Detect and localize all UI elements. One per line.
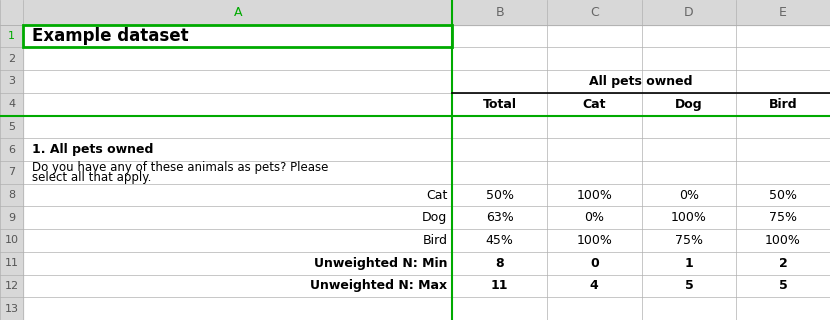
Text: All pets owned: All pets owned: [589, 75, 693, 88]
Text: 2: 2: [8, 54, 15, 64]
Text: Dog: Dog: [422, 211, 447, 224]
Text: Do you have any of these animals as pets? Please: Do you have any of these animals as pets…: [32, 161, 328, 174]
Bar: [0, 0, 830, 25]
Text: Dog: Dog: [675, 98, 703, 111]
Bar: [0, 0, 23, 320]
Text: A: A: [233, 6, 242, 19]
Text: 7: 7: [8, 167, 15, 177]
Text: 4: 4: [8, 99, 15, 109]
Text: 100%: 100%: [576, 188, 613, 202]
Text: Total: Total: [483, 98, 516, 111]
Bar: [23, 25, 452, 47]
Text: 0: 0: [590, 257, 598, 270]
Text: 5: 5: [779, 279, 788, 292]
Text: 13: 13: [5, 304, 18, 314]
Text: 1. All pets owned: 1. All pets owned: [32, 143, 153, 156]
Text: Cat: Cat: [583, 98, 606, 111]
Text: B: B: [496, 6, 504, 19]
Text: 50%: 50%: [769, 188, 797, 202]
Text: 12: 12: [4, 281, 19, 291]
Text: 8: 8: [496, 257, 504, 270]
Text: Unweighted N: Min: Unweighted N: Min: [314, 257, 447, 270]
Text: 10: 10: [5, 236, 18, 245]
Text: 1: 1: [685, 257, 693, 270]
Text: E: E: [779, 6, 787, 19]
Text: 5: 5: [8, 122, 15, 132]
Text: Example dataset: Example dataset: [32, 27, 188, 45]
Text: 6: 6: [8, 145, 15, 155]
Text: 1: 1: [8, 31, 15, 41]
Text: 100%: 100%: [576, 234, 613, 247]
Text: Bird: Bird: [769, 98, 798, 111]
Text: select all that apply.: select all that apply.: [32, 171, 151, 184]
Text: 9: 9: [8, 213, 15, 223]
Text: 63%: 63%: [486, 211, 514, 224]
Text: Bird: Bird: [422, 234, 447, 247]
Text: 75%: 75%: [769, 211, 797, 224]
Text: D: D: [684, 6, 694, 19]
Text: Cat: Cat: [426, 188, 447, 202]
Text: Unweighted N: Max: Unweighted N: Max: [310, 279, 447, 292]
Text: 75%: 75%: [675, 234, 703, 247]
Text: 50%: 50%: [486, 188, 514, 202]
Text: 0%: 0%: [679, 188, 699, 202]
Text: 8: 8: [8, 190, 15, 200]
Text: 11: 11: [491, 279, 509, 292]
Text: 4: 4: [590, 279, 598, 292]
Text: 2: 2: [779, 257, 788, 270]
Text: 5: 5: [685, 279, 693, 292]
Text: 100%: 100%: [671, 211, 707, 224]
Text: 3: 3: [8, 76, 15, 86]
Text: 0%: 0%: [584, 211, 604, 224]
Text: 100%: 100%: [765, 234, 801, 247]
Text: C: C: [590, 6, 598, 19]
Text: 45%: 45%: [486, 234, 514, 247]
Text: 11: 11: [5, 258, 18, 268]
